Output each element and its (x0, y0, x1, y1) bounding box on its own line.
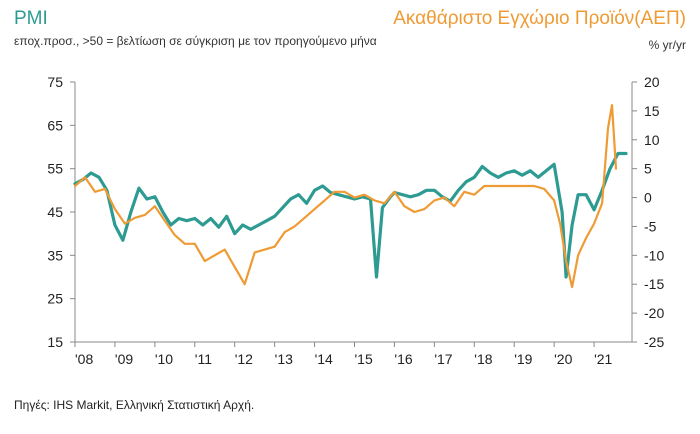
x-tick-label: '18 (474, 351, 492, 367)
x-tick-label: '11 (195, 351, 212, 367)
right-tick-label: 5 (644, 161, 652, 177)
chart-ticks: 75 65 55 45 35 25 15 20 15 10 5 0 -5 -10 -15 -20 -25 '08 '… (47, 74, 664, 367)
right-tick-label: 10 (644, 132, 660, 148)
right-tick-label: 20 (644, 74, 660, 90)
right-tick-label: 0 (644, 190, 652, 206)
right-tick-label: -20 (644, 305, 664, 321)
x-tick-label: '15 (354, 351, 372, 367)
chart-series (73, 103, 628, 289)
left-tick-label: 55 (47, 161, 63, 177)
x-tick-label: '10 (155, 351, 173, 367)
left-tick-label: 25 (47, 291, 63, 307)
x-tick-label: '17 (434, 351, 452, 367)
right-tick-label: -15 (644, 276, 664, 292)
right-tick-label: -25 (644, 334, 664, 350)
gdp-series-line (73, 103, 618, 289)
x-tick-label: '09 (115, 351, 133, 367)
x-tick-label: '12 (235, 351, 253, 367)
x-tick-label: '19 (514, 351, 532, 367)
left-tick-label: 35 (47, 247, 63, 263)
left-tick-label: 15 (47, 334, 63, 350)
gdp-title: Ακαθάριστο Εγχώριο Προϊόν(ΑΕΠ) (393, 8, 686, 29)
x-tick-label: '08 (75, 351, 93, 367)
left-tick-label: 45 (47, 204, 63, 220)
x-tick-label: '20 (554, 351, 572, 367)
chart-axes (70, 81, 637, 347)
x-tick-label: '21 (594, 351, 612, 367)
left-tick-label: 65 (47, 117, 63, 133)
pmi-title: PMI (14, 8, 48, 29)
x-tick-label: '14 (315, 351, 333, 367)
pmi-series-line (73, 151, 628, 279)
gdp-unit-label: % yr/yr (648, 38, 686, 52)
source-note: Πηγές: IHS Markit, Ελληνική Στατιστική Α… (14, 398, 255, 412)
x-tick-label: '16 (394, 351, 412, 367)
right-tick-label: -10 (644, 247, 664, 263)
x-tick-label: '13 (275, 351, 293, 367)
right-tick-label: 15 (644, 103, 660, 119)
pmi-subtitle: εποχ.προσ., >50 = βελτίωση σε σύγκριση μ… (14, 34, 377, 48)
left-tick-label: 75 (47, 74, 63, 90)
right-tick-label: -5 (644, 218, 657, 234)
